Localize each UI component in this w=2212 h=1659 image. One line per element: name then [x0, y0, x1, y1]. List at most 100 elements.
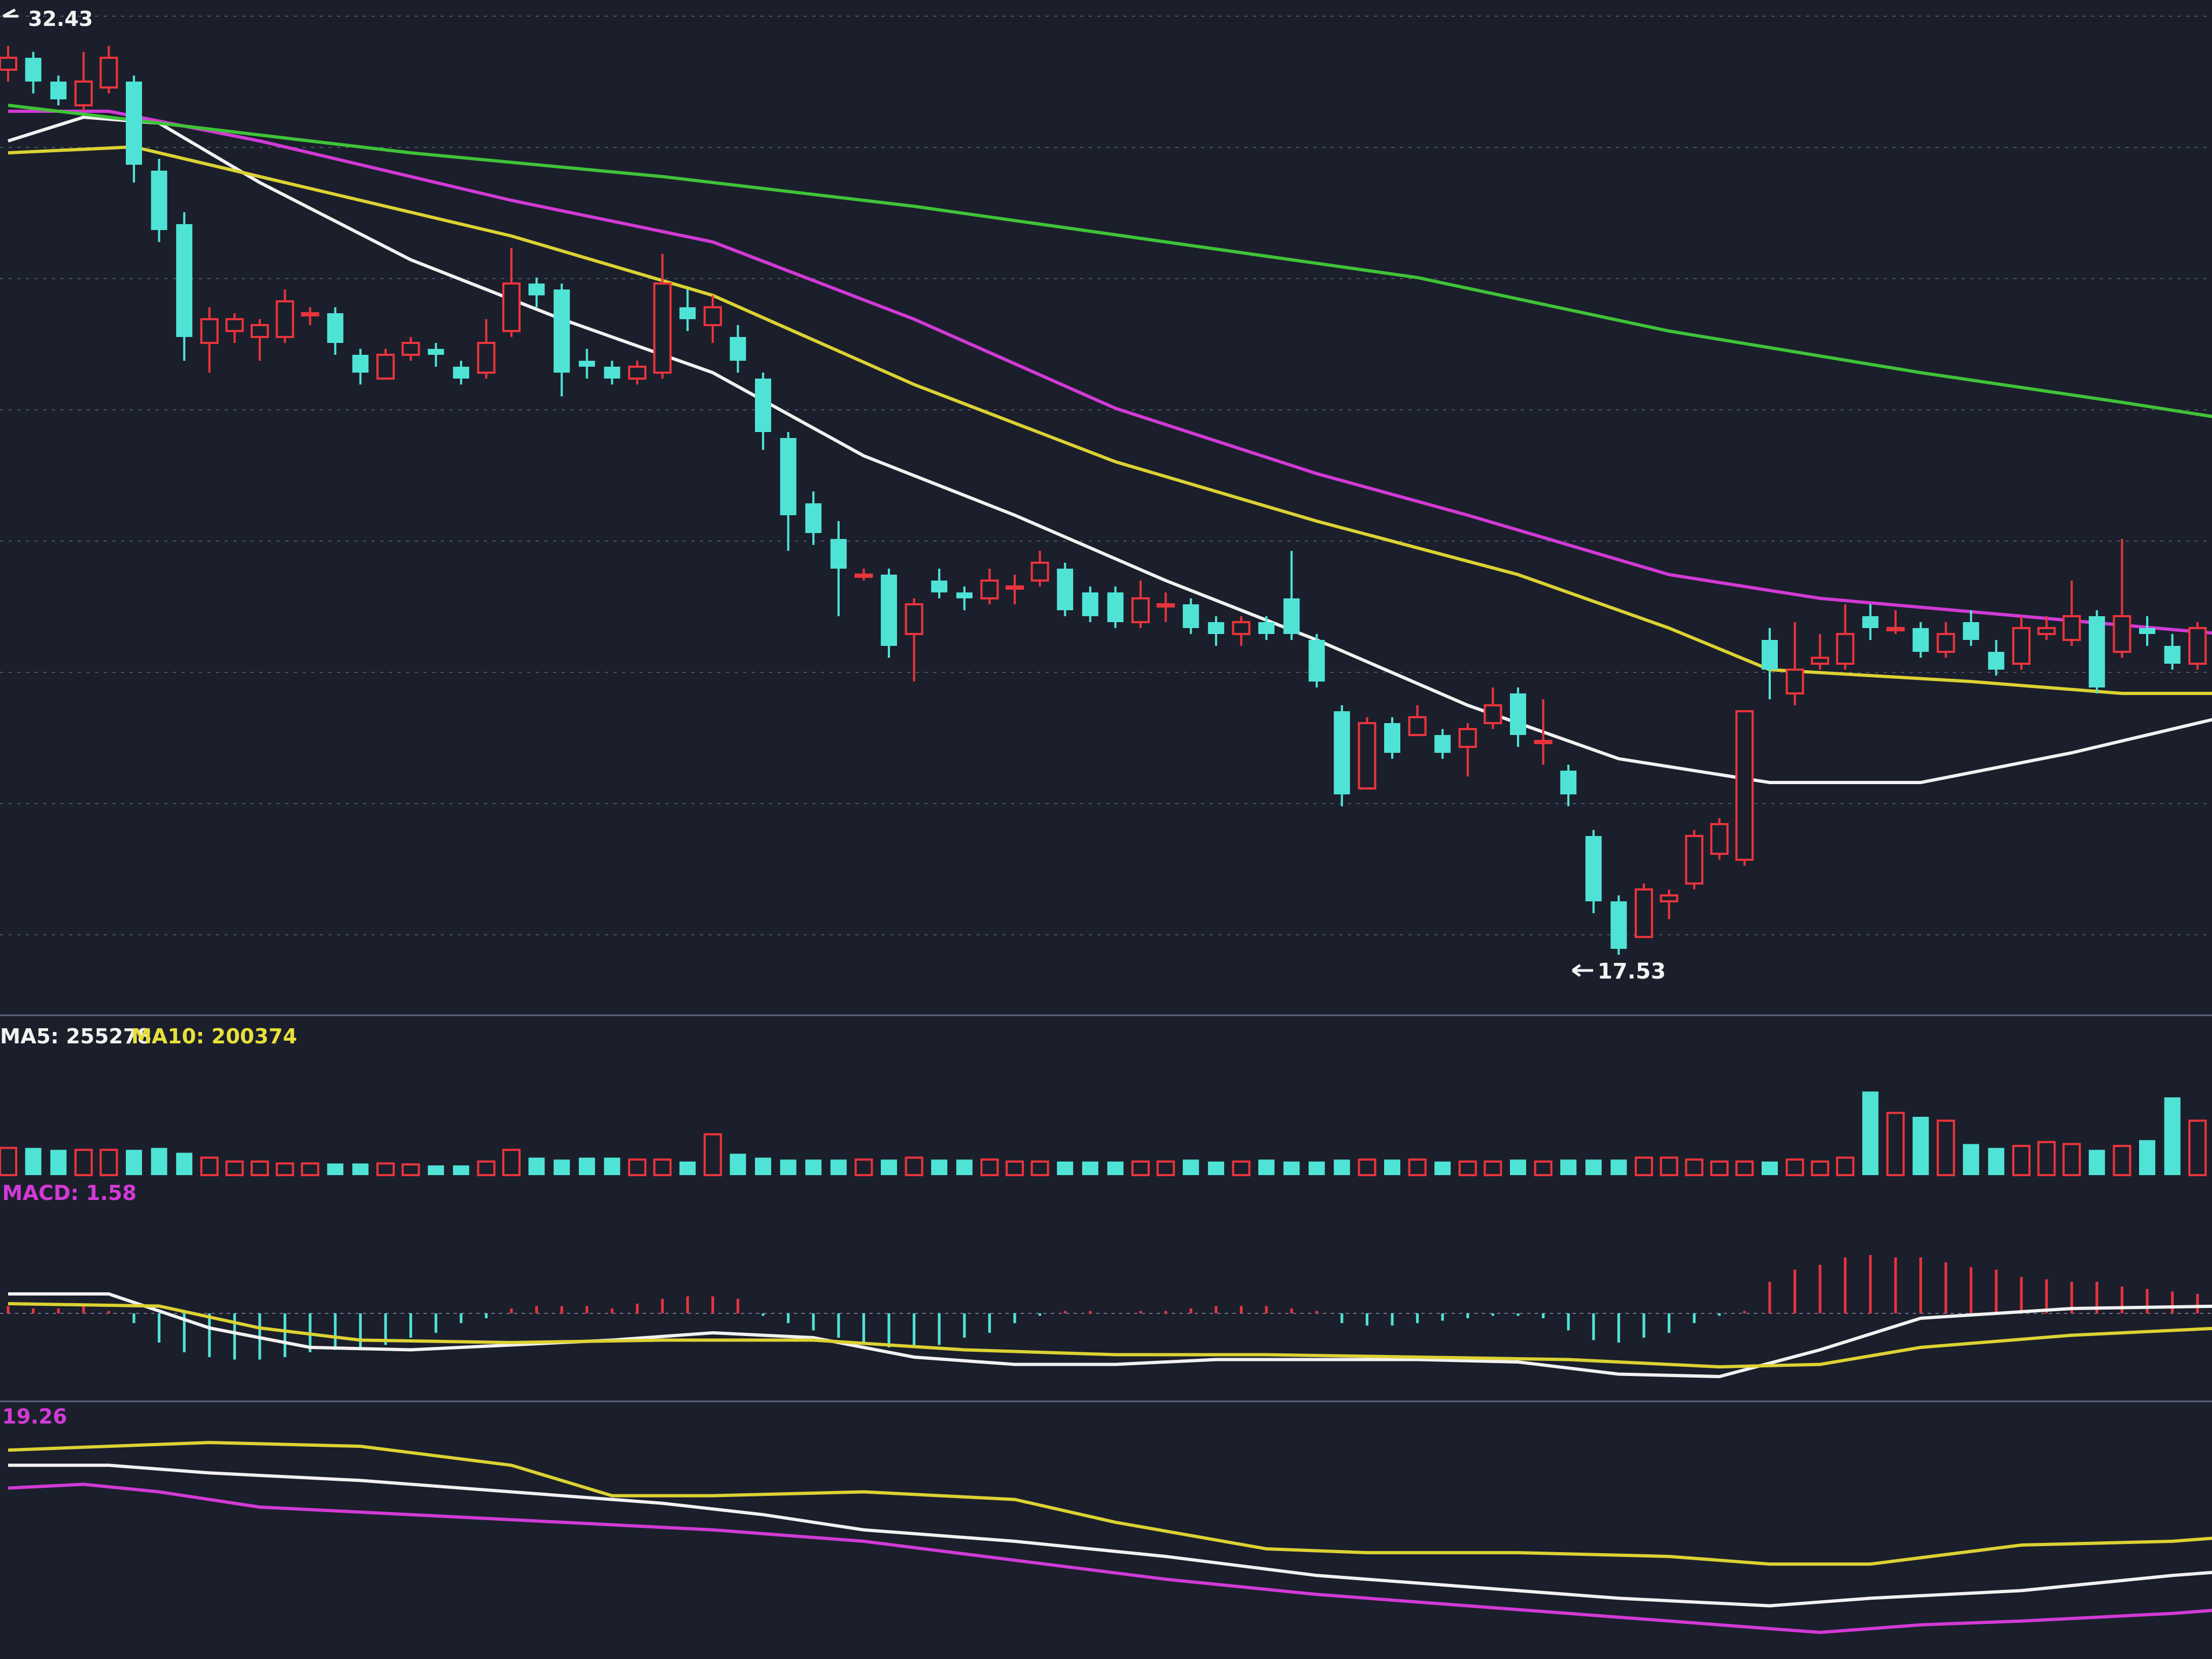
volume-bar-down [1963, 1144, 1979, 1175]
candle-body-up [1156, 603, 1175, 608]
volume-bar-down [327, 1163, 343, 1175]
candle-body-down [1107, 592, 1124, 622]
volume-bar-down [352, 1163, 369, 1175]
high-price-label: 32.43 [28, 7, 93, 31]
volume-bar-down [1862, 1091, 1879, 1175]
volume-bar-down [1762, 1161, 1778, 1175]
candle-body-up [1131, 597, 1150, 623]
volume-bar-up [980, 1158, 999, 1176]
moving-average-line [8, 115, 2212, 784]
volume-bar-down [1510, 1159, 1526, 1175]
high-arrow-icon [2, 8, 18, 18]
candle-body-up [1232, 621, 1251, 635]
low-marker: 17.53 [1572, 959, 1666, 984]
candle-body-up [225, 318, 244, 332]
volume-bar-up [1886, 1111, 1905, 1177]
low-arrow-icon [1572, 963, 1593, 977]
candle-body-up [477, 342, 496, 374]
volume-bar-up [1358, 1158, 1377, 1176]
candle-body-down [327, 313, 343, 343]
volume-bar-down [1309, 1161, 1325, 1175]
candle-body-down [176, 224, 193, 337]
volume-bar-up [1232, 1160, 1251, 1177]
candle-body-down [1912, 628, 1929, 652]
volume-bar-up [653, 1158, 672, 1176]
volume-bar-down [1258, 1159, 1274, 1175]
volume-ma5-label: MA5: 255278 [0, 1024, 152, 1048]
volume-bar-down [931, 1159, 948, 1175]
candle-body-down [1862, 616, 1879, 628]
volume-bar-up [703, 1133, 722, 1176]
candle-body-up [301, 312, 320, 316]
candle-body-up [2113, 615, 2132, 653]
candle-body-up [1458, 728, 1477, 748]
volume-bar-up [1534, 1160, 1553, 1177]
volume-bar-down [554, 1159, 570, 1175]
candle-body-up [1685, 835, 1704, 885]
volume-bar-up [854, 1158, 873, 1176]
candle-body-down [1988, 652, 2005, 670]
volume-bar-down [1057, 1161, 1074, 1175]
indicator-line [8, 1464, 2212, 1608]
volume-bar-up [1660, 1156, 1678, 1177]
candle-body-down [1082, 592, 1098, 616]
volume-bar-up [1006, 1160, 1024, 1177]
volume-bar-up [1836, 1156, 1854, 1177]
candle-body-up [1937, 633, 1955, 653]
candle-body-up [1785, 669, 1804, 694]
volume-bar-down [428, 1165, 444, 1175]
volume-bar-down [1082, 1161, 1098, 1175]
candle-body-up [1534, 740, 1553, 744]
candle-body-up [200, 318, 219, 344]
candle-body-up [854, 574, 873, 578]
candle-body-up [1358, 722, 1377, 790]
volume-bar-up [1811, 1160, 1830, 1177]
candle-body-down [604, 367, 621, 379]
candle-body-down [1585, 836, 1602, 901]
volume-bar-up [1785, 1158, 1804, 1176]
candle-body-down [2164, 646, 2181, 664]
candle-body-up [1660, 894, 1678, 902]
volume-bar-down [1283, 1161, 1300, 1175]
volume-bar-down [2139, 1140, 2155, 1175]
volume-bar-down [1434, 1161, 1451, 1175]
volume-bar-down [956, 1159, 973, 1175]
volume-bar-up [1408, 1158, 1427, 1176]
volume-bar-down [1384, 1159, 1400, 1175]
candle-body-up [1836, 633, 1854, 665]
volume-bar-down [578, 1157, 595, 1175]
candle-body-down [2088, 616, 2105, 687]
volume-bar-down [679, 1161, 696, 1175]
candle-body-up [251, 324, 269, 338]
candle-body-down [1610, 901, 1627, 949]
volume-bar-down [805, 1159, 822, 1175]
indicator-line [8, 1441, 2212, 1566]
volume-bar-down [453, 1165, 469, 1175]
indicator-lines [8, 1441, 2212, 1634]
volume-bar-down [1560, 1159, 1577, 1175]
volume-bar-down [755, 1157, 771, 1175]
moving-average-line [8, 110, 2212, 635]
candle-body-down [956, 592, 973, 598]
indicator-value-label: 19.26 [2, 1405, 67, 1428]
candle-body-up [2012, 627, 2031, 665]
candle-body-down [1384, 723, 1400, 753]
candle-body-down [1560, 771, 1577, 794]
candle-body-down [830, 539, 847, 569]
candle-body-down [1434, 735, 1451, 753]
candle-body-down [780, 438, 797, 515]
candlesticks [0, 46, 2207, 955]
candle-body-up [401, 342, 420, 356]
candle-body-up [1811, 657, 1830, 665]
volume-bar-up [2188, 1120, 2207, 1176]
volume-bar-up [905, 1156, 923, 1177]
candle-body-up [275, 300, 294, 338]
candle-body-up [703, 306, 722, 326]
candle-body-down [1963, 622, 1979, 640]
candle-body-up [1483, 704, 1502, 724]
volume-bar-down [1183, 1159, 1199, 1175]
candle-body-up [1006, 585, 1024, 590]
volume-bar-down [1208, 1161, 1224, 1175]
